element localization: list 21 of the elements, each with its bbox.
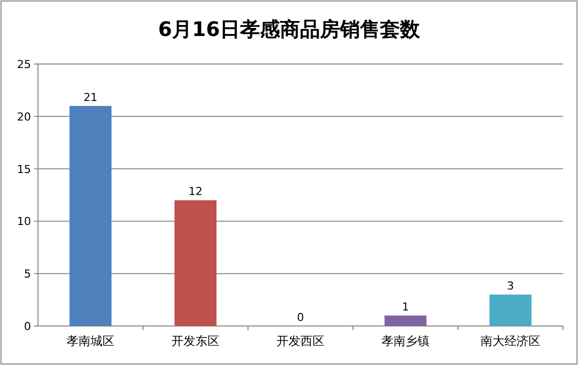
bar [70,106,112,326]
bar [384,316,426,326]
y-tick-label: 25 [17,58,31,71]
data-label: 3 [507,280,514,293]
x-tick-label: 南大经济区 [480,334,540,348]
y-tick-label: 10 [17,215,31,228]
x-tick-label: 开发东区 [172,334,220,348]
y-tick-label: 20 [17,110,31,124]
bar [490,294,532,326]
x-tick-label: 孝南乡镇 [382,334,430,348]
data-label: 21 [84,90,98,104]
x-tick-label: 开发西区 [276,334,324,348]
y-tick-label: 15 [17,162,31,176]
data-label: 12 [188,185,202,198]
data-label: 1 [402,300,409,314]
data-label: 0 [297,311,304,324]
bar [174,200,216,326]
x-tick-label: 孝南城区 [66,334,114,348]
chart-title: 6月16日孝感商品房销售套数 [158,17,421,41]
y-tick-label: 5 [24,268,31,281]
y-tick-label: 0 [24,320,31,333]
